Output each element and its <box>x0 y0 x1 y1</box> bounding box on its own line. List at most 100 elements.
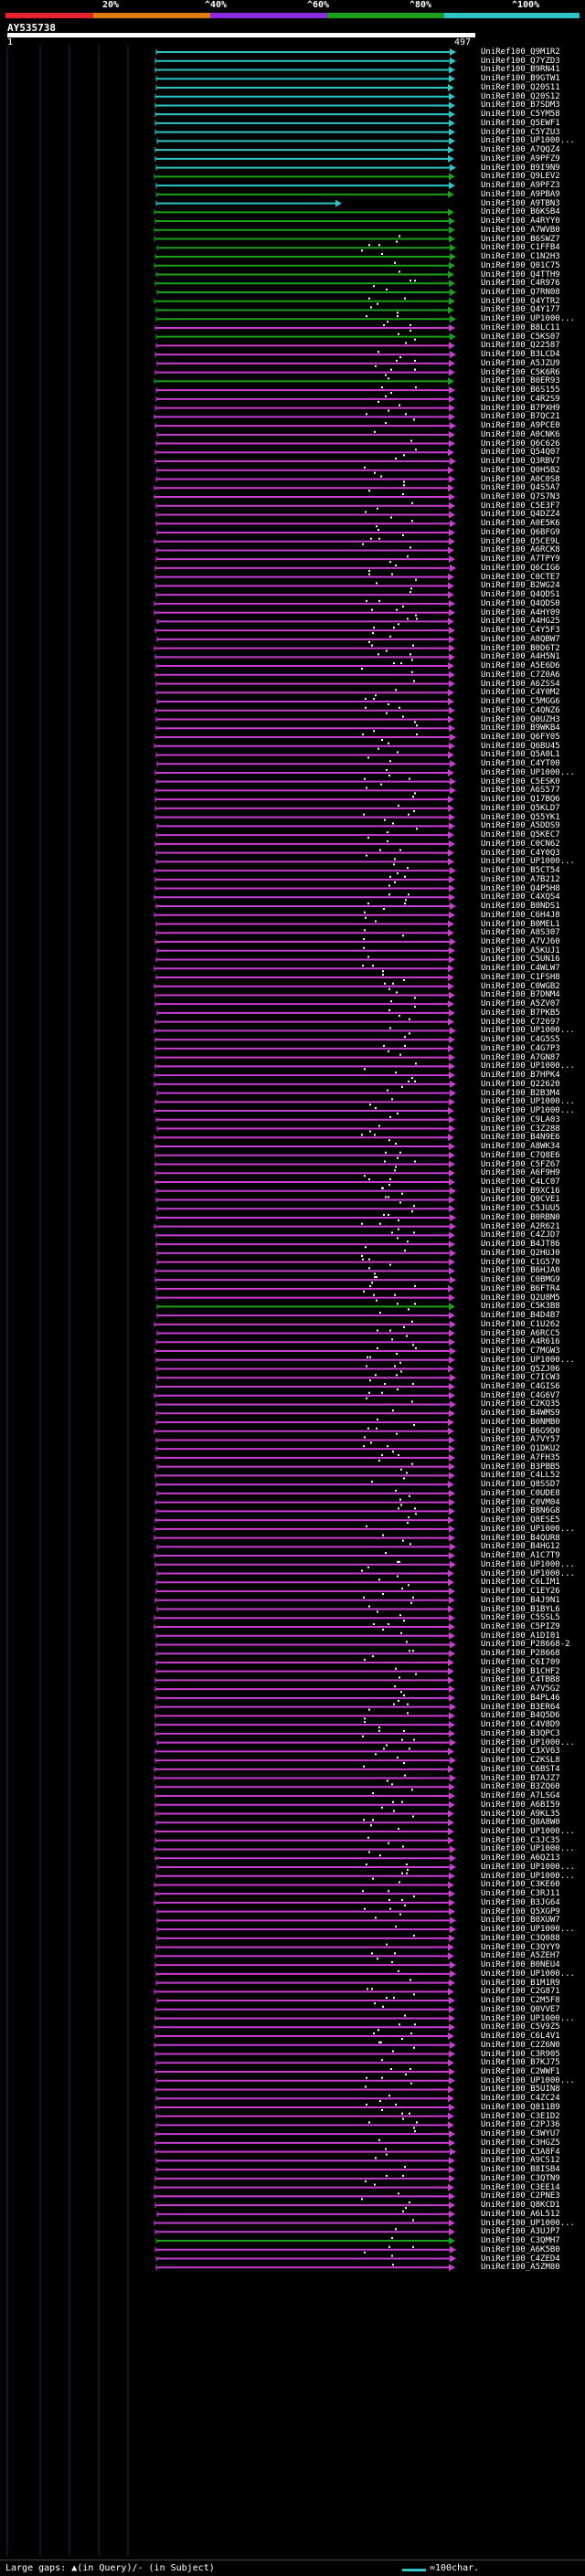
hit-row[interactable] <box>154 280 455 288</box>
hit-row[interactable] <box>155 680 455 688</box>
hit-row[interactable] <box>154 128 455 136</box>
hit-row[interactable] <box>156 1329 455 1337</box>
hit-row[interactable] <box>156 1916 456 1925</box>
hit-row[interactable] <box>155 849 454 857</box>
hit-row[interactable] <box>155 1650 455 1658</box>
hit-row[interactable] <box>154 1729 455 1737</box>
hit-row[interactable] <box>154 599 455 607</box>
hit-row[interactable] <box>154 2245 456 2254</box>
hit-row[interactable] <box>156 1997 455 2005</box>
hit-row[interactable] <box>154 323 455 332</box>
hit-row[interactable] <box>154 768 454 776</box>
hit-row[interactable] <box>154 2050 455 2058</box>
hit-row[interactable] <box>155 751 454 759</box>
hit-row[interactable] <box>156 1934 455 1942</box>
hit-row[interactable] <box>155 689 454 697</box>
hit-row[interactable] <box>154 1783 455 1791</box>
hit-row[interactable] <box>155 475 455 483</box>
hit-row[interactable] <box>154 2067 455 2075</box>
hit-row[interactable] <box>154 146 454 154</box>
hit-row[interactable] <box>154 2219 455 2227</box>
hit-row[interactable] <box>154 1703 456 1711</box>
hit-row[interactable] <box>154 564 456 572</box>
hit-row[interactable] <box>154 991 455 999</box>
hit-row[interactable] <box>155 591 454 599</box>
hit-row[interactable] <box>156 1569 454 1578</box>
hit-row[interactable] <box>155 1196 455 1204</box>
hit-row[interactable] <box>154 1143 455 1151</box>
hit-row[interactable] <box>155 2166 455 2174</box>
hit-row[interactable] <box>156 760 456 768</box>
hit-row[interactable] <box>154 867 456 875</box>
hit-row[interactable] <box>155 903 456 911</box>
hit-row[interactable] <box>155 395 455 403</box>
hit-row[interactable] <box>154 1044 454 1052</box>
hit-row[interactable] <box>154 377 454 385</box>
hit-row[interactable] <box>154 1757 456 1765</box>
hit-row[interactable] <box>155 315 456 323</box>
hit-row[interactable] <box>154 458 456 466</box>
hit-row[interactable] <box>154 2014 455 2022</box>
hit-row[interactable] <box>155 2121 454 2129</box>
hit-row[interactable] <box>154 644 455 652</box>
hit-row[interactable] <box>155 190 454 198</box>
hit-row[interactable] <box>154 154 454 163</box>
hit-row[interactable] <box>155 1658 454 1666</box>
hit-row[interactable] <box>155 955 455 964</box>
hit-row[interactable] <box>154 965 454 973</box>
hit-row[interactable] <box>156 698 454 706</box>
hit-row[interactable] <box>155 270 454 279</box>
hit-row[interactable] <box>154 1836 454 1844</box>
hit-row[interactable] <box>154 57 456 65</box>
hit-row[interactable] <box>156 1205 455 1213</box>
hit-row[interactable] <box>154 1072 455 1080</box>
hit-row[interactable] <box>154 804 454 812</box>
hit-row[interactable] <box>154 884 455 892</box>
hit-row[interactable] <box>156 618 454 626</box>
hit-row[interactable] <box>155 1213 456 1221</box>
hit-row[interactable] <box>155 1872 455 1880</box>
hit-row[interactable] <box>155 973 454 981</box>
hit-row[interactable] <box>155 555 455 564</box>
hit-row[interactable] <box>154 2148 456 2156</box>
hit-row[interactable] <box>156 1258 455 1266</box>
hit-row[interactable] <box>154 2201 455 2210</box>
hit-row[interactable] <box>155 2059 454 2067</box>
hit-row[interactable] <box>156 528 455 536</box>
hit-row[interactable] <box>154 670 455 679</box>
hit-row[interactable] <box>154 1177 455 1186</box>
hit-row[interactable] <box>155 1409 455 1418</box>
hit-row[interactable] <box>154 449 454 457</box>
hit-row[interactable] <box>155 1115 455 1124</box>
hit-row[interactable] <box>154 608 455 617</box>
hit-row[interactable] <box>154 1534 455 1542</box>
hit-row[interactable] <box>156 1303 455 1311</box>
hit-row[interactable] <box>154 1881 454 1889</box>
hit-row[interactable] <box>154 351 456 359</box>
hit-row[interactable] <box>155 662 454 670</box>
hit-row[interactable] <box>154 573 454 581</box>
hit-row[interactable] <box>154 226 455 234</box>
hit-row[interactable] <box>155 831 454 839</box>
hit-row[interactable] <box>154 787 456 795</box>
hit-row[interactable] <box>155 1667 454 1675</box>
hit-row[interactable] <box>155 2237 455 2245</box>
hit-row[interactable] <box>154 1898 455 1906</box>
hit-row[interactable] <box>155 2112 454 2120</box>
hit-row[interactable] <box>155 1284 454 1293</box>
hit-row[interactable] <box>155 546 454 554</box>
hit-row[interactable] <box>154 2103 455 2111</box>
hit-row[interactable] <box>154 1596 455 1604</box>
hit-row[interactable] <box>155 75 455 83</box>
hit-row[interactable] <box>154 1792 455 1800</box>
hit-row[interactable] <box>154 813 455 821</box>
hit-row[interactable] <box>154 1988 454 1996</box>
hit-row[interactable] <box>154 1800 455 1809</box>
hit-row[interactable] <box>156 137 455 145</box>
hit-row[interactable] <box>154 422 456 430</box>
hit-row[interactable] <box>154 1391 455 1399</box>
hit-row[interactable] <box>154 1810 454 1818</box>
hit-row[interactable] <box>154 537 455 545</box>
hit-row[interactable] <box>154 706 455 714</box>
hit-row[interactable] <box>155 858 454 866</box>
